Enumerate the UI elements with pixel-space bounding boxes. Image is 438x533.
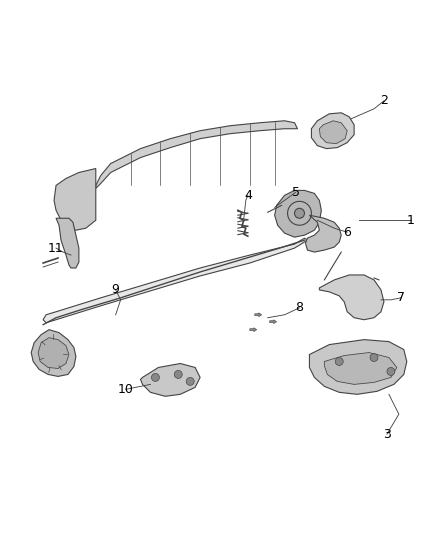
- Circle shape: [186, 377, 194, 385]
- Text: 10: 10: [118, 383, 134, 396]
- Circle shape: [370, 353, 378, 361]
- Text: 9: 9: [112, 284, 120, 296]
- Text: 6: 6: [343, 225, 351, 239]
- Polygon shape: [38, 337, 69, 368]
- Polygon shape: [319, 121, 347, 144]
- Circle shape: [335, 358, 343, 366]
- Text: 1: 1: [407, 214, 415, 227]
- Circle shape: [387, 367, 395, 375]
- FancyArrow shape: [270, 320, 277, 324]
- Polygon shape: [56, 218, 79, 268]
- Text: 5: 5: [292, 186, 300, 199]
- Circle shape: [294, 208, 304, 218]
- Polygon shape: [31, 330, 76, 376]
- Text: 7: 7: [397, 292, 405, 304]
- Text: 3: 3: [383, 427, 391, 441]
- Circle shape: [174, 370, 182, 378]
- Circle shape: [152, 374, 159, 382]
- Polygon shape: [43, 238, 307, 322]
- Text: 8: 8: [296, 301, 304, 314]
- FancyArrow shape: [250, 328, 257, 332]
- Polygon shape: [141, 364, 200, 397]
- Text: 4: 4: [244, 189, 252, 202]
- Text: 11: 11: [48, 241, 64, 255]
- Polygon shape: [311, 113, 354, 149]
- Polygon shape: [96, 121, 297, 188]
- Text: 2: 2: [380, 94, 388, 107]
- Polygon shape: [54, 168, 96, 230]
- Polygon shape: [305, 215, 341, 252]
- Polygon shape: [275, 190, 321, 237]
- FancyArrow shape: [255, 313, 262, 317]
- Polygon shape: [319, 275, 384, 320]
- Polygon shape: [309, 340, 407, 394]
- Polygon shape: [324, 352, 397, 384]
